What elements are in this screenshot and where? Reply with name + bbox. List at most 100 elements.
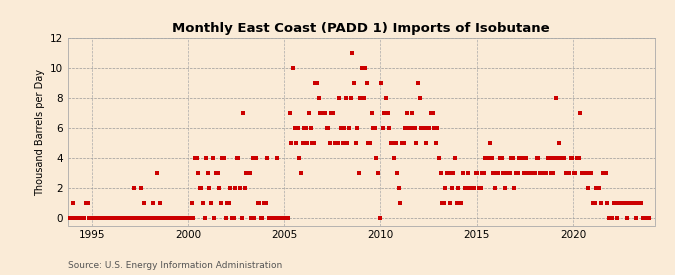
Point — [97, 216, 107, 220]
Point — [641, 216, 651, 220]
Point — [338, 141, 348, 145]
Point — [438, 201, 449, 205]
Point — [556, 156, 566, 160]
Point — [273, 216, 284, 220]
Point — [489, 186, 500, 190]
Point — [394, 186, 404, 190]
Point — [165, 216, 176, 220]
Point — [377, 126, 388, 130]
Point — [483, 156, 494, 160]
Point — [632, 201, 643, 205]
Point — [331, 141, 342, 145]
Point — [117, 216, 128, 220]
Point — [137, 216, 148, 220]
Point — [501, 171, 512, 175]
Point — [565, 156, 576, 160]
Point — [642, 216, 653, 220]
Point — [254, 201, 265, 205]
Point — [368, 126, 379, 130]
Point — [472, 171, 483, 175]
Point — [637, 216, 648, 220]
Point — [129, 186, 140, 190]
Point — [85, 216, 96, 220]
Point — [317, 111, 327, 116]
Point — [628, 201, 639, 205]
Point — [169, 216, 180, 220]
Point — [559, 156, 570, 160]
Point — [185, 216, 196, 220]
Point — [581, 171, 592, 175]
Point — [425, 111, 436, 116]
Point — [106, 216, 117, 220]
Point — [530, 171, 541, 175]
Point — [232, 156, 242, 160]
Point — [440, 186, 451, 190]
Point — [315, 111, 325, 116]
Point — [289, 126, 300, 130]
Point — [348, 81, 359, 86]
Point — [397, 141, 408, 145]
Point — [111, 216, 122, 220]
Point — [153, 216, 163, 220]
Point — [294, 156, 304, 160]
Point — [142, 216, 153, 220]
Point — [186, 201, 197, 205]
Point — [538, 171, 549, 175]
Point — [159, 216, 170, 220]
Point — [151, 171, 162, 175]
Point — [157, 216, 168, 220]
Point — [49, 216, 59, 220]
Point — [562, 171, 572, 175]
Point — [340, 96, 351, 101]
Point — [52, 216, 63, 220]
Point — [105, 216, 115, 220]
Point — [167, 216, 178, 220]
Point — [446, 186, 457, 190]
Point — [510, 171, 521, 175]
Point — [358, 96, 369, 101]
Point — [108, 216, 119, 220]
Point — [204, 186, 215, 190]
Point — [578, 171, 589, 175]
Point — [146, 216, 157, 220]
Point — [497, 171, 508, 175]
Point — [509, 186, 520, 190]
Point — [551, 96, 562, 101]
Point — [249, 216, 260, 220]
Point — [529, 171, 539, 175]
Point — [576, 171, 587, 175]
Point — [335, 126, 346, 130]
Point — [140, 216, 151, 220]
Point — [360, 66, 371, 71]
Point — [369, 126, 380, 130]
Point — [176, 216, 186, 220]
Point — [326, 111, 337, 116]
Point — [227, 216, 238, 220]
Point — [544, 156, 555, 160]
Point — [286, 141, 297, 145]
Point — [283, 216, 294, 220]
Point — [508, 156, 518, 160]
Point — [119, 216, 130, 220]
Point — [302, 141, 313, 145]
Point — [320, 111, 331, 116]
Point — [114, 216, 125, 220]
Point — [574, 111, 585, 116]
Point — [518, 171, 529, 175]
Point — [608, 201, 619, 205]
Point — [624, 201, 635, 205]
Point — [371, 156, 382, 160]
Point — [144, 216, 155, 220]
Point — [364, 141, 375, 145]
Point — [182, 216, 192, 220]
Point — [288, 66, 298, 71]
Point — [109, 216, 120, 220]
Point — [504, 171, 515, 175]
Point — [480, 156, 491, 160]
Point — [416, 126, 427, 130]
Point — [163, 216, 173, 220]
Point — [506, 156, 516, 160]
Point — [230, 186, 240, 190]
Point — [620, 201, 630, 205]
Point — [557, 156, 568, 160]
